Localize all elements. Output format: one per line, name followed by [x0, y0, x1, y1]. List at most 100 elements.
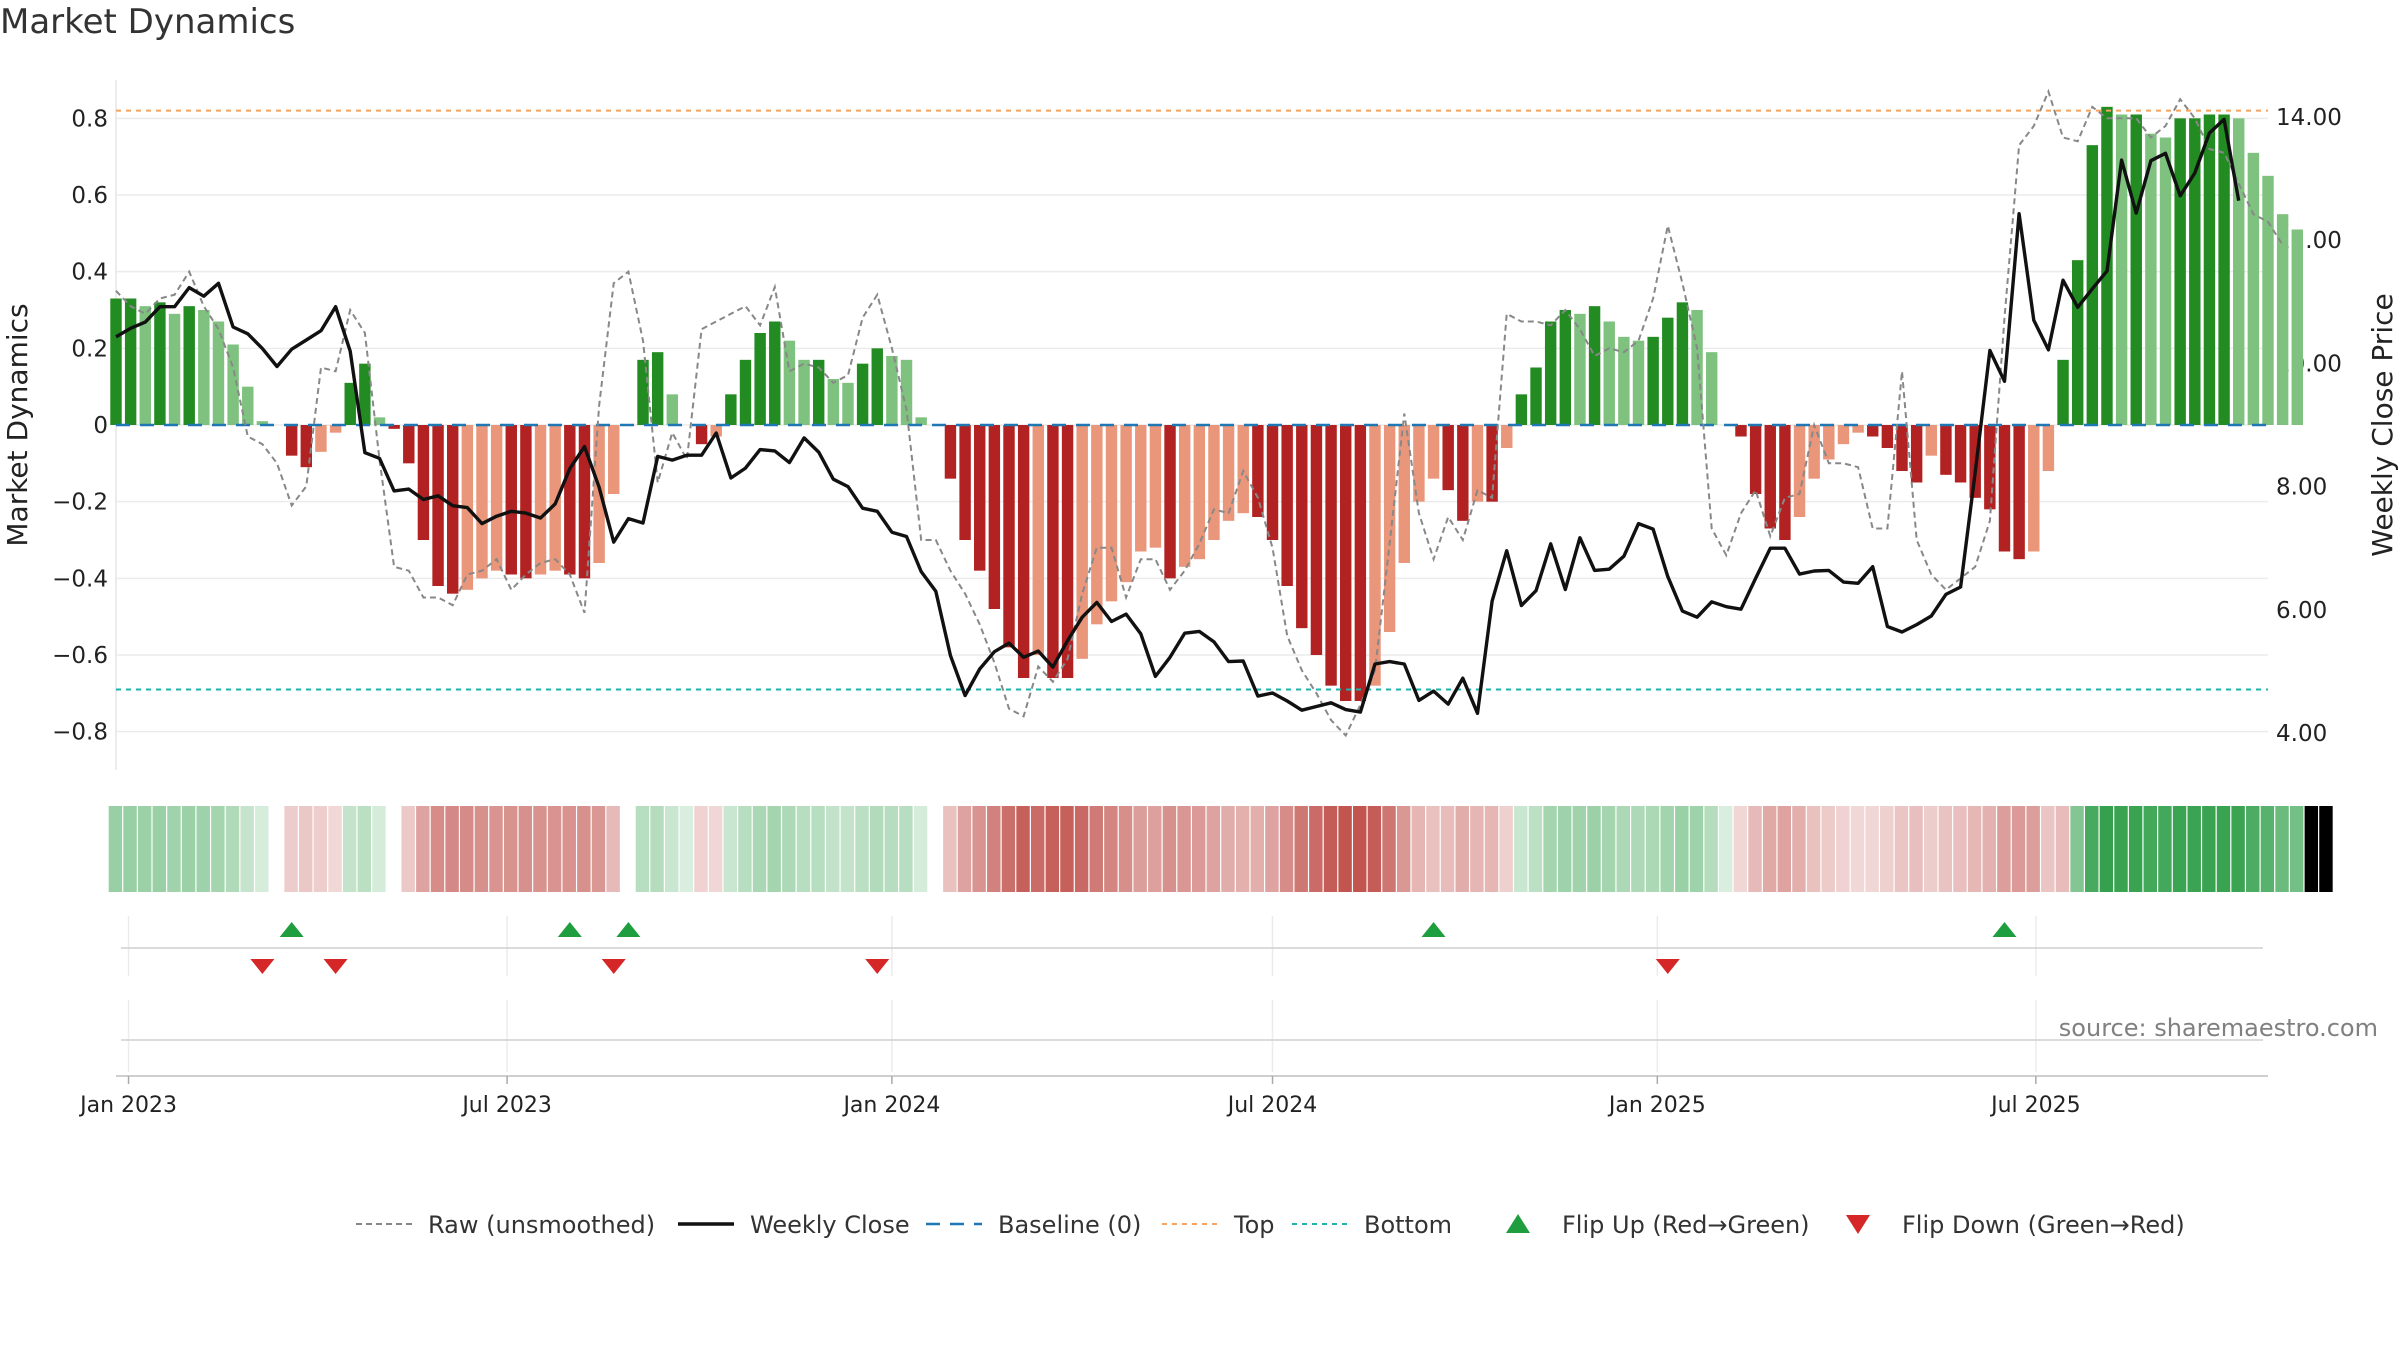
regime-cell [1514, 806, 1528, 892]
dynamics-bar [1442, 425, 1454, 491]
dynamics-bar [1691, 310, 1703, 425]
regime-cell [1557, 806, 1572, 892]
dynamics-bar [842, 382, 854, 425]
regime-cell [225, 806, 240, 892]
regime-cell [1250, 806, 1264, 892]
regime-cell [1982, 806, 1996, 892]
dynamics-bar [534, 425, 547, 575]
dynamics-bar [1325, 425, 1337, 686]
dynamics-bar [1705, 352, 1718, 425]
dynamics-bar [1310, 425, 1323, 655]
dynamics-bar [1047, 425, 1059, 678]
regime-cell [342, 806, 357, 892]
dynamics-bar [2276, 214, 2289, 425]
regime-cell [196, 806, 210, 892]
dynamics-bar [446, 425, 459, 594]
dynamics-bar [2233, 118, 2245, 425]
regime-cell [1850, 806, 1865, 892]
dynamics-bar [1632, 340, 1645, 425]
regime-cell [1104, 806, 1118, 892]
regime-cell [1836, 806, 1850, 892]
dynamics-bar [856, 363, 869, 425]
dynamics-bar [432, 425, 444, 586]
dynamics-bar [256, 421, 269, 425]
regime-cell [1440, 806, 1455, 892]
dynamics-bar [1910, 425, 1923, 483]
regime-cell [1572, 806, 1587, 892]
regime-cell [635, 806, 650, 892]
dynamics-bar [578, 425, 591, 579]
legend-label: Flip Up (Red→Green) [1562, 1211, 1810, 1239]
regime-cell [547, 806, 562, 892]
regime-cell [108, 806, 123, 892]
legend-item: Baseline (0) [926, 1211, 1141, 1239]
dynamics-bar [1779, 425, 1791, 540]
regime-cell [796, 806, 811, 892]
regime-cell [1704, 806, 1718, 892]
regime-cell [1323, 806, 1338, 892]
flip-up-marker [557, 922, 582, 937]
dynamics-bar [124, 298, 137, 425]
dynamics-bar [1340, 425, 1352, 701]
dynamics-bar [1574, 313, 1586, 425]
dynamics-bar [710, 425, 722, 437]
y-tick-label: 0.6 [71, 183, 108, 209]
dynamics-bar [1544, 321, 1557, 425]
regime-cell [664, 806, 679, 892]
y-tick-label: 0.2 [71, 336, 108, 362]
regime-cell [2041, 806, 2055, 892]
dynamics-bar [505, 425, 517, 575]
regime-cell [2128, 806, 2143, 892]
regime-cell [606, 806, 620, 892]
regime-cell [869, 806, 884, 892]
regime-cell [284, 806, 298, 892]
regime-cell [1719, 806, 1733, 892]
y-tick-label: 0.8 [71, 106, 108, 132]
dynamics-bar [139, 306, 151, 425]
dynamics-bar [695, 425, 708, 445]
flip-down-marker [865, 959, 890, 974]
chart-title: Market Dynamics [0, 2, 296, 42]
regime-cell [2085, 806, 2099, 892]
dynamics-bar [1193, 425, 1206, 560]
dynamics-bar [1032, 425, 1044, 655]
regime-cell [2055, 806, 2070, 892]
dynamics-bar [739, 359, 752, 425]
x-tick-label: Jul 2023 [460, 1093, 552, 1118]
dynamics-bar [1793, 425, 1806, 517]
dynamics-bar [476, 425, 488, 579]
dynamics-bar [1501, 425, 1513, 448]
regime-cell [1484, 806, 1499, 892]
dynamics-bar [549, 425, 561, 571]
dynamics-bar [198, 310, 210, 425]
regime-cell [211, 806, 225, 892]
dynamics-bar [827, 379, 840, 425]
legend-label: Bottom [1364, 1211, 1452, 1239]
regime-cell [1045, 806, 1060, 892]
regime-cell [1470, 806, 1484, 892]
dynamics-bar [1017, 425, 1030, 678]
regime-cell [1792, 806, 1806, 892]
regime-cell [1733, 806, 1748, 892]
regime-cell [957, 806, 972, 892]
regime-cell [2172, 806, 2187, 892]
regime-cell [723, 806, 737, 892]
regime-cell [1367, 806, 1382, 892]
y2-tick-label: 6.00 [2276, 598, 2327, 624]
dynamics-bar [1749, 425, 1762, 494]
y2-tick-label: 8.00 [2276, 475, 2327, 501]
dynamics-bar [886, 356, 898, 425]
dynamics-bar [1383, 425, 1396, 632]
dynamics-bar [769, 321, 781, 425]
x-tick-label: Jul 2024 [1226, 1093, 1318, 1118]
regime-cell [591, 806, 606, 892]
regime-cell [372, 806, 386, 892]
regime-cell [2231, 806, 2245, 892]
regime-cell [1382, 806, 1396, 892]
dynamics-bar [637, 359, 649, 425]
regime-cell [1177, 806, 1191, 892]
regime-cell [1587, 806, 1601, 892]
dynamics-bar [754, 333, 766, 425]
dynamics-bar [1896, 425, 1908, 471]
